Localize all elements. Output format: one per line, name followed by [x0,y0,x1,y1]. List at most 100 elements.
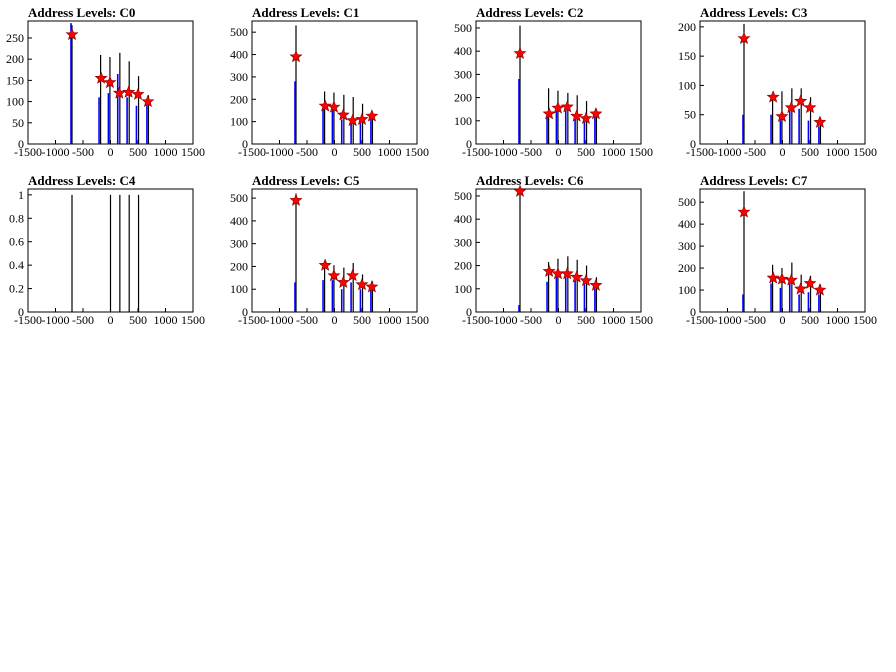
y-tick-label: 400 [230,214,248,228]
x-tick-label: 0 [332,145,338,159]
peak-marker [766,90,780,103]
y-tick-label: 100 [6,95,24,109]
peak-marker [65,27,79,41]
y-tick-label: 0 [690,137,696,151]
y-tick-label: 400 [230,48,248,62]
x-tick-label: 0 [780,313,786,327]
y-tick-label: 0 [18,137,24,151]
peak-marker [784,273,798,286]
chart-panel-c3: Address Levels: C3-1500 -1000 -500 0 500 1000… [678,5,877,159]
y-tick-label: 100 [454,282,472,296]
x-tick-label: 500 [129,145,147,159]
y-tick-label: 0.2 [9,282,24,296]
y-tick-label: 300 [678,239,696,253]
chart-panel-c2: Address Levels: C2-1500 -1000 -500 0 500 1000… [454,5,653,159]
y-tick-label: 0 [18,305,24,319]
x-tick-label: 1000 [378,145,402,159]
x-tick-label: -1500 [14,313,42,327]
peak-marker [513,184,527,197]
peak-marker [542,106,556,120]
x-tick-label: 0 [556,145,562,159]
chart-title: Address Levels: C7 [700,173,808,188]
chart-panel-c5: Address Levels: C5-1500 -1000 -500 0 500 1000… [230,173,429,327]
chart-title: Address Levels: C1 [252,5,359,20]
x-tick-label: -1000 [42,145,70,159]
peak-marker [737,31,751,45]
y-tick-label: 300 [230,237,248,251]
chart-panel-c4: Address Levels: C4 -1500 -1000 -500 0 500 1000… [9,173,205,327]
y-tick-label: 0.8 [9,211,24,225]
y-tick-label: 250 [6,31,24,45]
y-tick-label: 200 [678,261,696,275]
x-tick-label: 500 [577,145,595,159]
peak-marker [355,112,369,125]
x-tick-label: -1500 [462,145,490,159]
peak-marker [766,271,780,284]
y-tick-label: 200 [678,20,696,34]
y-tick-label: 0 [466,305,472,319]
x-tick-label: -500 [296,145,318,159]
peak-marker [737,205,751,218]
y-tick-label: 100 [678,78,696,92]
peak-marker [103,75,117,89]
x-tick-label: 500 [353,145,371,159]
y-tick-label: 100 [230,282,248,296]
peak-marker [570,270,584,283]
x-tick-label: 1000 [602,313,626,327]
chart-panel-c1: Address Levels: C1-1500 -1000 -500 0 500 1000… [230,5,429,159]
peak-marker [784,100,798,114]
y-tick-label: 1 [18,188,24,202]
peak-marker [365,280,379,293]
x-tick-label: -500 [520,313,542,327]
x-tick-label: 1500 [181,145,205,159]
y-tick-label: 200 [230,259,248,273]
x-tick-label: 1500 [181,313,205,327]
y-tick-label: 100 [230,115,248,129]
x-tick-label: 1000 [602,145,626,159]
y-tick-label: 300 [454,235,472,249]
y-tick-label: 200 [454,91,472,105]
x-tick-label: 1500 [405,145,429,159]
x-tick-label: 1000 [826,145,850,159]
peak-marker [365,109,379,122]
x-tick-label: 1000 [154,313,178,327]
x-tick-label: -1500 [14,145,42,159]
chart-panel-c7: Address Levels: C7-1500 -1000 -500 0 500 1000… [678,173,877,327]
y-tick-label: 400 [454,44,472,58]
x-tick-label: -1500 [686,313,714,327]
peak-marker [794,94,808,107]
x-tick-label: 1500 [853,145,877,159]
chart-panel-c6: Address Levels: C6-1500 -1000 -500 0 500 1000… [454,173,653,327]
x-tick-label: 0 [108,145,114,159]
peak-marker [589,278,603,291]
peak-marker [570,109,584,122]
peak-marker [513,46,527,59]
peak-marker [318,258,332,271]
x-tick-label: -1500 [462,313,490,327]
x-tick-label: 1000 [378,313,402,327]
peak-marker [794,282,808,295]
peak-marker [803,100,817,114]
y-tick-label: 500 [678,195,696,209]
peak-marker [94,71,108,84]
x-tick-label: 0 [108,313,114,327]
y-tick-label: 300 [230,70,248,84]
chart-title: Address Levels: C2 [476,5,583,20]
chart-title: Address Levels: C3 [700,5,808,20]
y-tick-label: 500 [230,25,248,39]
peak-marker [131,87,145,100]
peak-marker [775,272,789,285]
peak-marker [813,283,827,296]
peak-marker [327,268,341,282]
y-tick-label: 0 [466,137,472,151]
x-tick-label: -1500 [686,145,714,159]
y-tick-label: 150 [6,73,24,87]
y-tick-label: 500 [454,189,472,203]
peak-marker [336,108,350,121]
x-tick-label: 1000 [154,145,178,159]
x-tick-label: -1000 [266,313,294,327]
x-tick-label: -500 [72,313,94,327]
chart-title: Address Levels: C5 [252,173,360,188]
y-tick-label: 200 [6,52,24,66]
y-tick-label: 200 [230,92,248,106]
